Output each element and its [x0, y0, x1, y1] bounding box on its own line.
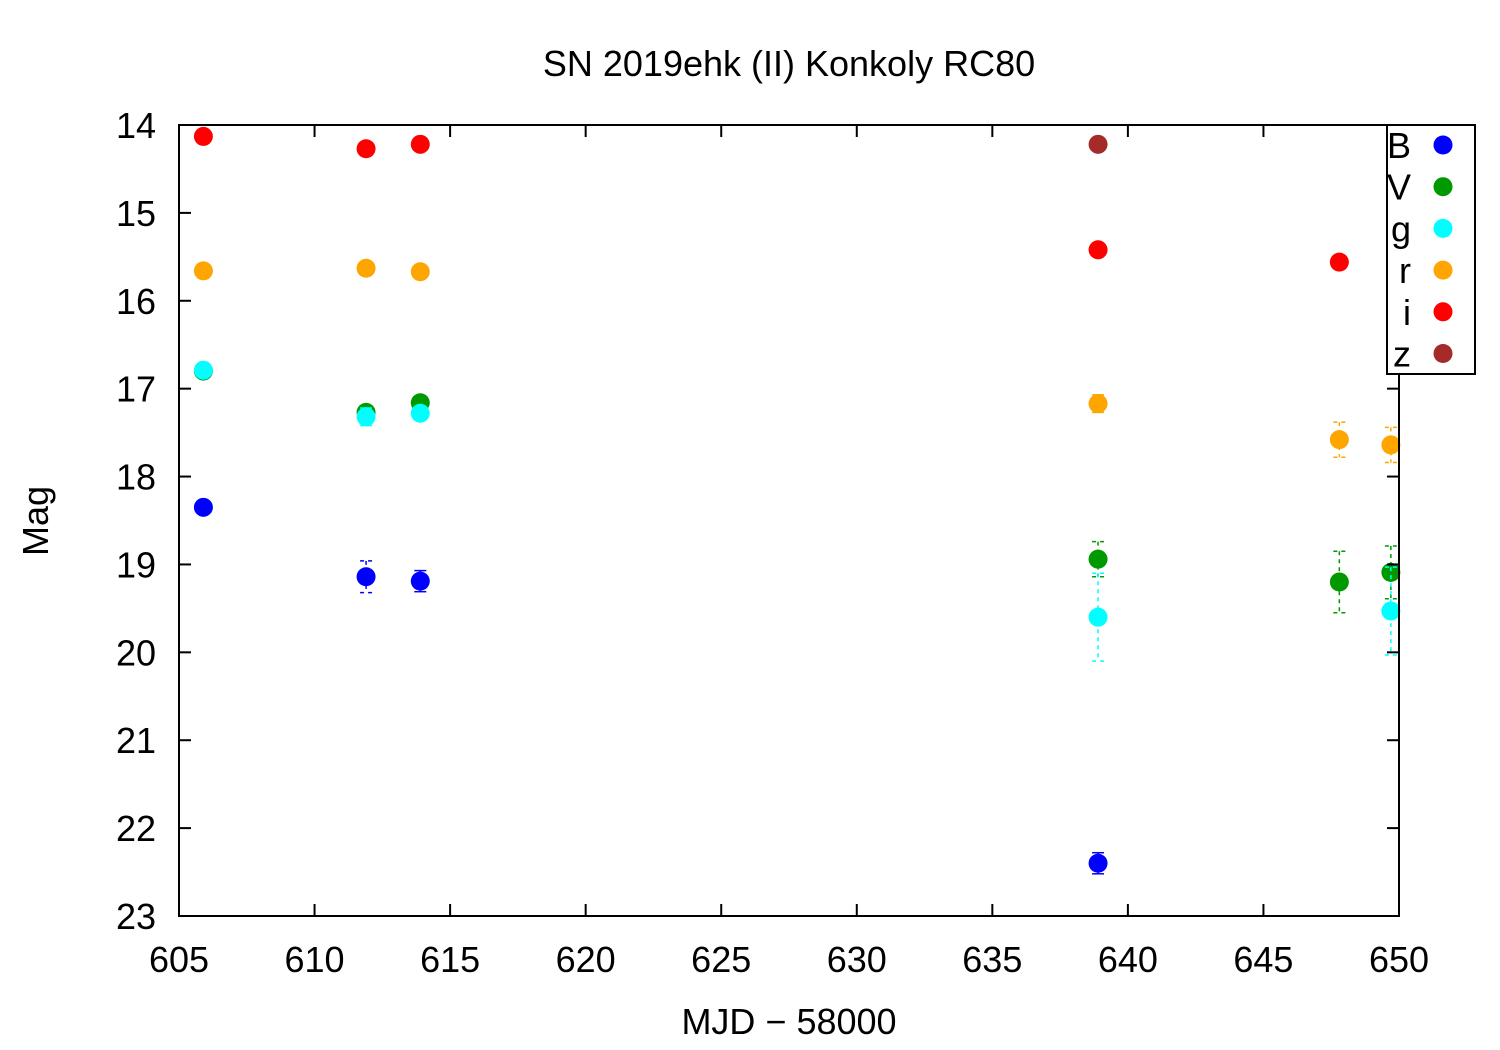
data-point-r: [1381, 435, 1401, 455]
data-point-r: [1329, 430, 1349, 450]
series-r: [193, 258, 1401, 464]
data-point-r: [356, 258, 376, 278]
x-tick-label: 635: [962, 939, 1022, 980]
legend-label-r: r: [1399, 250, 1411, 291]
x-tick-label: 650: [1369, 939, 1429, 980]
x-tick-label: 630: [827, 939, 887, 980]
data-point-i: [1329, 252, 1349, 272]
y-tick-label: 23: [116, 896, 156, 937]
y-tick-label: 20: [116, 632, 156, 673]
data-point-r: [1088, 394, 1108, 414]
y-tick-label: 16: [116, 281, 156, 322]
legend-marker-V: [1433, 177, 1453, 197]
data-point-z: [1088, 134, 1108, 154]
y-tick-label: 15: [116, 193, 156, 234]
data-point-r: [193, 261, 213, 281]
x-tick-label: 625: [691, 939, 751, 980]
legend-marker-z: [1433, 344, 1453, 363]
data-point-i: [410, 134, 430, 154]
series-g: [193, 360, 1401, 662]
x-tick-label: 620: [556, 939, 616, 980]
legend-label-z: z: [1393, 334, 1411, 375]
legend-marker-B: [1433, 135, 1453, 155]
series-i: [193, 126, 1349, 272]
data-point-g: [356, 407, 376, 427]
y-tick-label: 18: [116, 457, 156, 498]
legend-label-B: B: [1387, 125, 1411, 166]
data-point-i: [356, 139, 376, 159]
y-tick-label: 19: [116, 544, 156, 585]
series-B: [193, 497, 1108, 875]
data-point-r: [410, 262, 430, 282]
legend-box: [1386, 124, 1476, 375]
legend-marker-r: [1433, 260, 1453, 280]
x-tick-label: 605: [149, 939, 209, 980]
x-axis-title: MJD − 58000: [681, 1001, 896, 1042]
data-point-g: [1381, 601, 1401, 621]
chart-title: SN 2019ehk (II) Konkoly RC80: [543, 43, 1035, 84]
data-point-i: [193, 126, 213, 146]
y-tick-label: 14: [116, 105, 156, 146]
data-point-g: [1088, 607, 1108, 627]
x-tick-label: 615: [420, 939, 480, 980]
data-point-g: [193, 360, 213, 380]
data-point-i: [1088, 240, 1108, 260]
data-point-B: [356, 567, 376, 587]
plot-frame: [178, 124, 1400, 917]
legend-label-i: i: [1403, 292, 1411, 333]
data-point-B: [1088, 853, 1108, 873]
legend-label-V: V: [1387, 167, 1411, 208]
data-point-B: [193, 497, 213, 517]
y-tick-label: 22: [116, 808, 156, 849]
y-axis-title: Mag: [15, 486, 56, 556]
x-tick-label: 610: [285, 939, 345, 980]
data-point-g: [410, 403, 430, 423]
legend-label-g: g: [1391, 208, 1411, 249]
data-point-V: [1329, 572, 1349, 592]
series-z: [1088, 134, 1108, 154]
legend-marker-g: [1433, 218, 1453, 238]
data-point-V: [1088, 549, 1108, 569]
legend-marker-i: [1433, 302, 1453, 322]
x-tick-label: 645: [1233, 939, 1293, 980]
y-tick-label: 21: [116, 720, 156, 761]
x-tick-label: 640: [1098, 939, 1158, 980]
data-point-B: [410, 571, 430, 591]
y-tick-label: 17: [116, 369, 156, 410]
